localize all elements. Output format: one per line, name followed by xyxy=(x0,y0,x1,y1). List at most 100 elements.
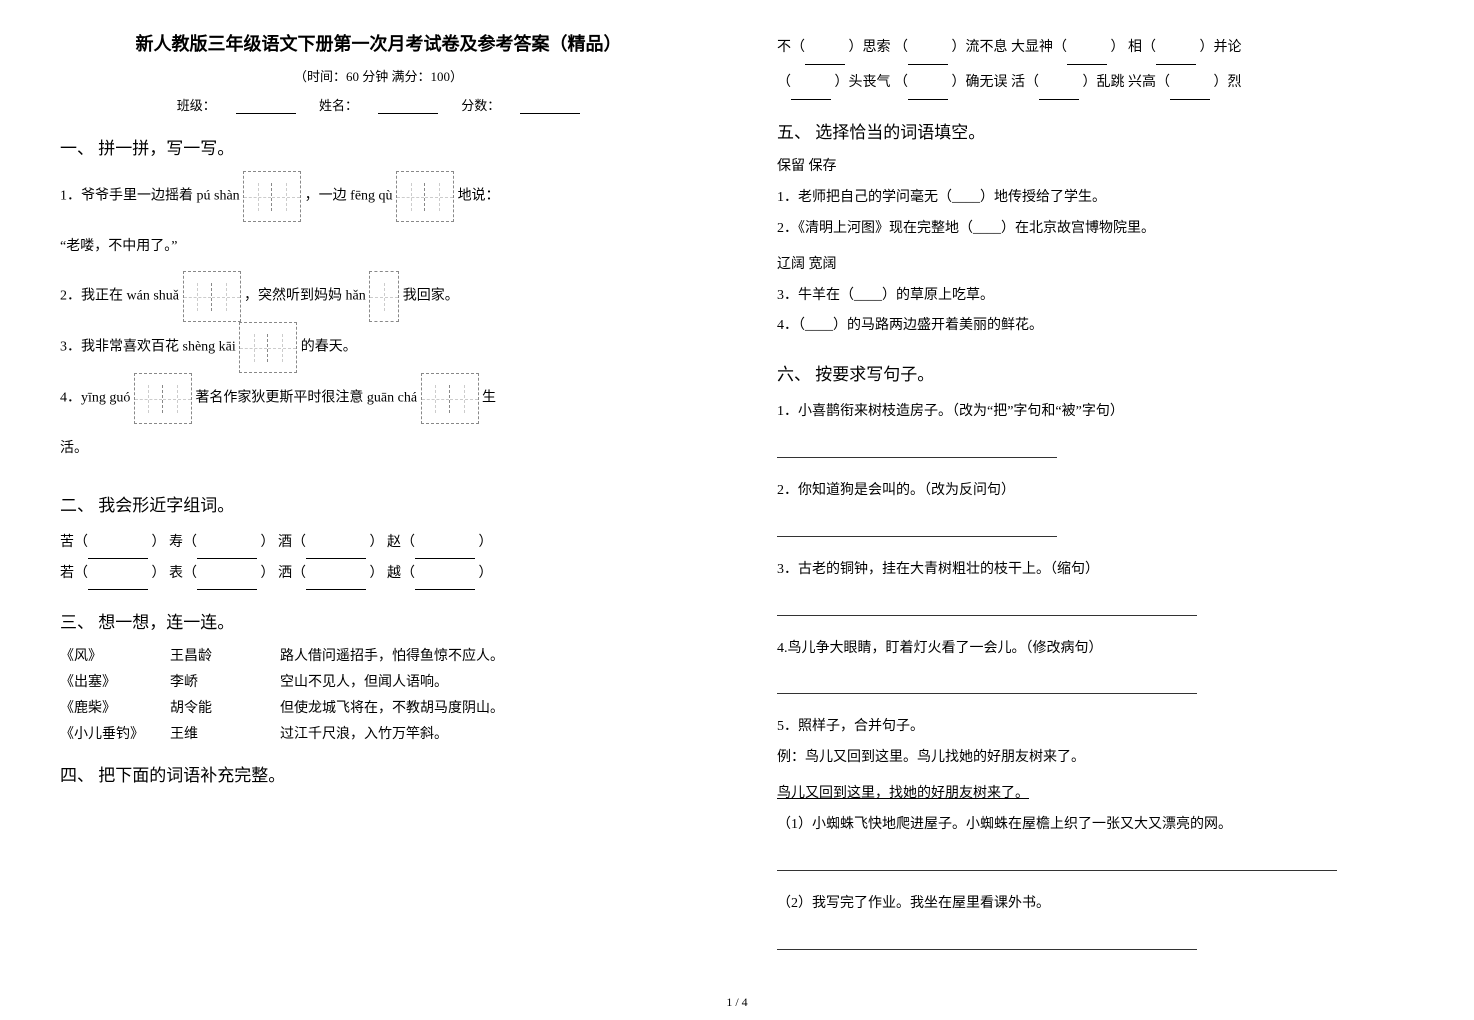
s4-l1-a: 不（ xyxy=(777,40,805,55)
tianzige-box xyxy=(134,373,192,424)
answer-line xyxy=(777,596,1197,616)
s4-l1-b: ）思索 （ xyxy=(849,40,909,55)
s2-r1-c3: ） 酒（ xyxy=(261,535,307,550)
right-column: 不（ ）思索 （ ）流不息 大显神（ ） 相（ ）并论 （ ）头丧气 （ ）确无… xyxy=(777,30,1414,968)
s3-line-1: 空山不见人，但闻人语响。 xyxy=(280,671,697,691)
tianzige-box xyxy=(243,171,301,222)
s2-row2: 若（ ） 表（ ） 洒（ ） 越（ ） xyxy=(60,559,697,590)
s1-q1-line2: “老喽，不中用了。” xyxy=(60,222,697,271)
s4-line1: 不（ ）思索 （ ）流不息 大显神（ ） 相（ ）并论 xyxy=(777,30,1414,65)
s4-l2-e: ）烈 xyxy=(1214,75,1242,90)
s2-r2-c3: ） 洒（ xyxy=(261,566,307,581)
section-3-heading: 三、 想一想，连一连。 xyxy=(60,608,697,633)
s1-q1-mid: ，一边 fēng qù xyxy=(305,189,393,204)
section-2-heading: 二、 我会形近字组词。 xyxy=(60,491,697,516)
s6-q5-example-answer: 鸟儿又回到这里，找她的好朋友树来了。 xyxy=(777,782,1414,802)
section-6-heading: 六、 按要求写句子。 xyxy=(777,360,1414,385)
s1-q3-pre: 3．我非常喜欢百花 shèng kāi xyxy=(60,340,236,355)
tianzige-box xyxy=(421,373,479,424)
s4-line2: （ ）头丧气 （ ）确无误 活（ ）乱跳 兴高（ ）烈 xyxy=(777,65,1414,100)
class-blank xyxy=(236,100,296,114)
score-blank xyxy=(520,100,580,114)
section-4-heading: 四、 把下面的词语补充完整。 xyxy=(60,761,697,786)
s4-l2-d: ）乱跳 兴高（ xyxy=(1083,75,1171,90)
s3-row-1: 《出塞》 李峤 空山不见人，但闻人语响。 xyxy=(60,671,697,691)
s2-r2-c5: ） xyxy=(479,566,493,581)
answer-line xyxy=(777,517,1057,537)
s1-q2-pre: 2．我正在 wán shuǎ xyxy=(60,289,179,304)
s6-q5-sub2: （2）我写完了作业。我坐在屋里看课外书。 xyxy=(777,889,1414,920)
s6-q5-sub1: （1）小蜘蛛飞快地爬进屋子。小蜘蛛在屋檐上织了一张又大又漂亮的网。 xyxy=(777,810,1414,841)
left-column: 新人教版三年级语文下册第一次月考试卷及参考答案（精品） （时间：60 分钟 满分… xyxy=(60,30,697,968)
s3-poem-2: 《鹿柴》 xyxy=(60,697,170,717)
s2-r2-c1: 若（ xyxy=(60,566,88,581)
tianzige-box xyxy=(183,271,241,322)
s6-q1: 1．小喜鹊衔来树枝造房子。（改为“把”字句和“被”字句） xyxy=(777,397,1414,428)
s1-q4-post: 生 xyxy=(482,391,496,406)
s3-line-0: 路人借问遥招手，怕得鱼惊不应人。 xyxy=(280,645,697,665)
name-label: 姓名： xyxy=(319,98,358,113)
answer-line xyxy=(777,851,1337,871)
s1-q2-post: 我回家。 xyxy=(403,289,459,304)
s2-r2-c4: ） 越（ xyxy=(370,566,416,581)
s4-l2-b: ）头丧气 （ xyxy=(835,75,909,90)
s1-q3-post: 的春天。 xyxy=(301,340,357,355)
class-label: 班级： xyxy=(177,98,216,113)
s5-q2: 2．《清明上河图》现在完整地（____）在北京故宫博物院里。 xyxy=(777,214,1414,245)
s4-l1-e: ）并论 xyxy=(1200,40,1242,55)
s1-q1: 1．爷爷手里一边摇着 pú shàn ，一边 fēng qù 地说： xyxy=(60,171,697,222)
s1-q4: 4．yīng guó 著名作家狄更斯平时很注意 guān chá 生 xyxy=(60,373,697,424)
s1-q2-mid: ，突然听到妈妈 hǎn xyxy=(244,289,366,304)
s4-l1-d: ） 相（ xyxy=(1111,40,1157,55)
s3-rows: 《风》 王昌龄 路人借问遥招手，怕得鱼惊不应人。 《出塞》 李峤 空山不见人，但… xyxy=(60,645,697,743)
answer-line xyxy=(777,438,1057,458)
s3-poem-3: 《小儿垂钓》 xyxy=(60,723,170,743)
s6-q4: 4.鸟儿争大眼睛，盯着灯火看了一会儿。（修改病句） xyxy=(777,634,1414,665)
s2-r1-c5: ） xyxy=(479,535,493,550)
section-5-heading: 五、 选择恰当的词语填空。 xyxy=(777,118,1414,143)
s2-r2-c2: ） 表（ xyxy=(152,566,198,581)
s2-r1-c4: ） 赵（ xyxy=(370,535,416,550)
s1-q3: 3．我非常喜欢百花 shèng kāi 的春天。 xyxy=(60,322,697,373)
s5-pair1: 保留 保存 xyxy=(777,155,1414,175)
s5-q3: 3．牛羊在（____）的草原上吃草。 xyxy=(777,281,1414,312)
s3-author-2: 胡令能 xyxy=(170,697,280,717)
s1-q4-mid: 著名作家狄更斯平时很注意 guān chá xyxy=(195,391,417,406)
answer-line xyxy=(777,674,1197,694)
s4-l2-a: （ xyxy=(777,75,791,90)
s3-poem-1: 《出塞》 xyxy=(60,671,170,691)
s2-r1-c2: ） 寿（ xyxy=(152,535,198,550)
tianzige-box xyxy=(239,322,297,373)
s3-row-3: 《小儿垂钓》 王维 过江千尺浪，入竹万竿斜。 xyxy=(60,723,697,743)
document-subtitle: （时间：60 分钟 满分：100） xyxy=(60,66,697,85)
s2-r1-c1: 苦（ xyxy=(60,535,88,550)
s6-q5-example: 例：鸟儿又回到这里。鸟儿找她的好朋友树来了。 xyxy=(777,743,1414,774)
name-blank xyxy=(378,100,438,114)
s1-q4-line2: 活。 xyxy=(60,424,697,473)
s1-q1-pre: 1．爷爷手里一边摇着 pú shàn xyxy=(60,189,240,204)
s5-q1: 1．老师把自己的学问毫无（____）地传授给了学生。 xyxy=(777,183,1414,214)
s3-line-2: 但使龙城飞将在，不教胡马度阴山。 xyxy=(280,697,697,717)
s3-author-1: 李峤 xyxy=(170,671,280,691)
s5-pair2: 辽阔 宽阔 xyxy=(777,253,1414,273)
header-fields: 班级： 姓名： 分数： xyxy=(60,95,697,114)
s3-author-0: 王昌龄 xyxy=(170,645,280,665)
s6-q2: 2．你知道狗是会叫的。（改为反问句） xyxy=(777,476,1414,507)
s5-q4: 4．（____）的马路两边盛开着美丽的鲜花。 xyxy=(777,311,1414,342)
tianzige-box xyxy=(369,271,399,322)
s3-author-3: 王维 xyxy=(170,723,280,743)
s3-line-3: 过江千尺浪，入竹万竿斜。 xyxy=(280,723,697,743)
s1-q2: 2．我正在 wán shuǎ ，突然听到妈妈 hǎn 我回家。 xyxy=(60,271,697,322)
s1-q1-post: 地说： xyxy=(458,189,500,204)
s4-l2-c: ）确无误 活（ xyxy=(952,75,1040,90)
s4-l1-c: ）流不息 大显神（ xyxy=(952,40,1068,55)
s3-row-2: 《鹿柴》 胡令能 但使龙城飞将在，不教胡马度阴山。 xyxy=(60,697,697,717)
answer-line xyxy=(777,930,1197,950)
score-label: 分数： xyxy=(461,98,500,113)
s1-q4-pre: 4．yīng guó xyxy=(60,391,130,406)
s2-row1: 苦（ ） 寿（ ） 酒（ ） 赵（ ） xyxy=(60,528,697,559)
page-number: 1 / 4 xyxy=(726,995,747,1010)
s6-q5: 5．照样子，合并句子。 xyxy=(777,712,1414,743)
s3-row-0: 《风》 王昌龄 路人借问遥招手，怕得鱼惊不应人。 xyxy=(60,645,697,665)
s6-q3: 3．古老的铜钟，挂在大青树粗壮的枝干上。（缩句） xyxy=(777,555,1414,586)
